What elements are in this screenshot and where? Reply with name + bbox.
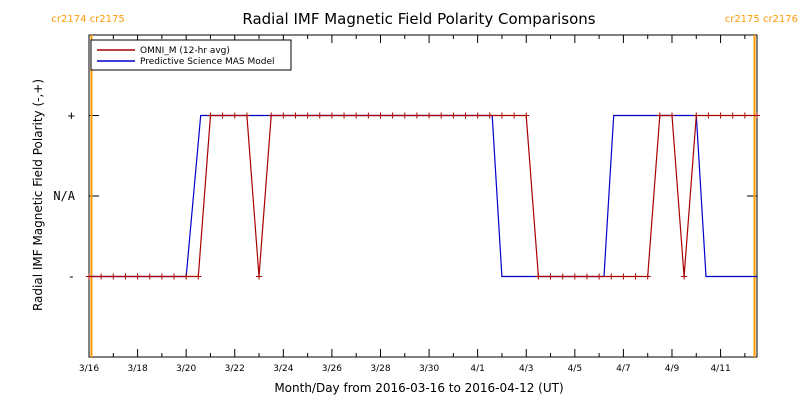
data-point-marker bbox=[146, 273, 153, 280]
data-point-marker bbox=[741, 112, 748, 119]
data-point-marker bbox=[571, 273, 578, 280]
data-point-marker bbox=[171, 273, 178, 280]
data-point-marker bbox=[498, 112, 505, 119]
legend-label: OMNI_M (12-hr avg) bbox=[140, 46, 230, 56]
data-point-marker bbox=[511, 112, 518, 119]
data-point-marker bbox=[474, 112, 481, 119]
x-tick-label: 3/22 bbox=[225, 364, 245, 374]
data-point-marker bbox=[717, 112, 724, 119]
y-tick-label: - bbox=[68, 270, 75, 284]
plot-frame bbox=[88, 34, 758, 358]
y-tick-label: + bbox=[68, 109, 75, 123]
data-point-marker bbox=[486, 112, 493, 119]
x-tick-label: 4/1 bbox=[470, 364, 484, 374]
x-tick-label: 4/3 bbox=[519, 364, 533, 374]
data-point-marker bbox=[389, 112, 396, 119]
data-point-marker bbox=[583, 273, 590, 280]
data-point-marker bbox=[547, 273, 554, 280]
series-line-predictive-science-mas-model bbox=[89, 114, 757, 278]
x-tick-label: 3/18 bbox=[127, 364, 147, 374]
data-point-marker bbox=[693, 112, 700, 119]
x-tick-label: 3/24 bbox=[273, 364, 293, 374]
data-point-marker bbox=[535, 273, 542, 280]
data-point-marker bbox=[243, 112, 250, 119]
legend-label: Predictive Science MAS Model bbox=[140, 57, 275, 67]
data-point-marker bbox=[158, 273, 165, 280]
data-point-marker bbox=[413, 112, 420, 119]
cr-label: cr2175 cr2176 bbox=[725, 14, 798, 25]
data-point-marker bbox=[377, 112, 384, 119]
x-tick-label: 3/26 bbox=[322, 364, 342, 374]
data-point-marker bbox=[426, 112, 433, 119]
data-point-marker bbox=[110, 273, 117, 280]
plot-layer: 3/16 3/18 3/20 3/22 3/24 3/26 3/28 3/30 4/1 4/3 4/… bbox=[51, 14, 798, 374]
data-point-marker bbox=[122, 273, 129, 280]
series-line-omni-m-12-hr-avg bbox=[89, 114, 757, 278]
data-point-marker bbox=[608, 273, 615, 280]
data-point-marker bbox=[632, 273, 639, 280]
data-point-marker bbox=[523, 112, 530, 119]
data-point-marker bbox=[681, 273, 688, 280]
data-point-marker bbox=[268, 112, 275, 119]
data-point-marker bbox=[353, 112, 360, 119]
data-point-marker bbox=[705, 112, 712, 119]
data-point-marker bbox=[656, 112, 663, 119]
x-tick-label: 4/5 bbox=[568, 364, 582, 374]
data-point-marker bbox=[462, 112, 469, 119]
data-point-marker bbox=[328, 112, 335, 119]
x-tick-label: 3/16 bbox=[79, 364, 99, 374]
data-point-marker bbox=[596, 273, 603, 280]
x-tick-label: 4/7 bbox=[616, 364, 630, 374]
x-tick-label: 3/20 bbox=[176, 364, 196, 374]
data-point-marker bbox=[304, 112, 311, 119]
data-point-marker bbox=[134, 273, 141, 280]
data-point-marker bbox=[438, 112, 445, 119]
data-point-marker bbox=[341, 112, 348, 119]
data-point-marker bbox=[450, 112, 457, 119]
data-point-marker bbox=[754, 112, 760, 119]
data-point-marker bbox=[365, 112, 372, 119]
cr-label: cr2174 cr2175 bbox=[51, 14, 124, 25]
data-point-marker bbox=[316, 112, 323, 119]
x-tick-label: 4/11 bbox=[710, 364, 730, 374]
x-tick-label: 3/30 bbox=[419, 364, 439, 374]
x-axis-label: Month/Day from 2016-03-16 to 2016-04-12 … bbox=[274, 381, 563, 395]
data-point-marker bbox=[729, 112, 736, 119]
data-point-marker bbox=[231, 112, 238, 119]
data-point-marker bbox=[292, 112, 299, 119]
data-point-marker bbox=[183, 273, 190, 280]
data-point-marker bbox=[98, 273, 105, 280]
data-point-marker bbox=[644, 273, 651, 280]
data-point-marker bbox=[559, 273, 566, 280]
legend-box bbox=[90, 39, 292, 71]
data-point-marker bbox=[207, 112, 214, 119]
chart-title: Radial IMF Magnetic Field Polarity Compa… bbox=[242, 10, 595, 28]
data-point-marker bbox=[219, 112, 226, 119]
data-point-marker bbox=[401, 112, 408, 119]
x-tick-label: 4/9 bbox=[665, 364, 680, 374]
y-axis-label: Radial IMF Magnetic Field Polarity (-,+) bbox=[31, 79, 45, 311]
x-tick-label: 3/28 bbox=[370, 364, 390, 374]
data-point-marker bbox=[195, 273, 202, 280]
data-point-marker bbox=[620, 273, 627, 280]
data-point-marker bbox=[280, 112, 287, 119]
data-point-marker bbox=[256, 273, 263, 280]
y-tick-label: N/A bbox=[53, 189, 75, 203]
data-point-marker bbox=[668, 112, 675, 119]
data-point-marker bbox=[86, 273, 92, 280]
